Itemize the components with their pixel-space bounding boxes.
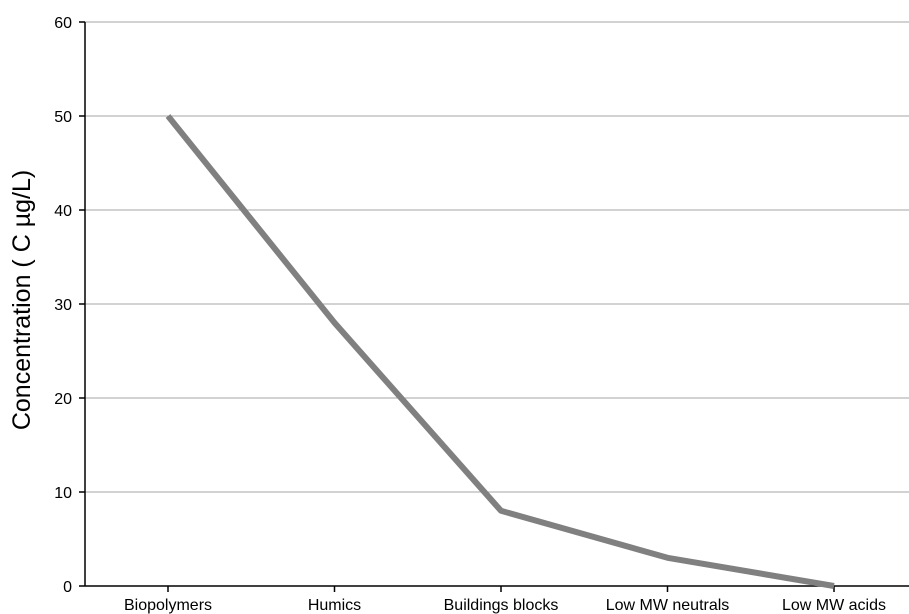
y-axis-title: Concentration ( C µg/L) [8, 170, 36, 430]
x-tick-label: Buildings blocks [444, 597, 559, 614]
y-tick-label: 40 [54, 203, 72, 220]
y-tick-label: 20 [54, 391, 72, 408]
gridlines [85, 21, 909, 493]
x-tick-label: Humics [308, 597, 361, 614]
series-line [165, 114, 835, 589]
x-tick-label: Biopolymers [124, 597, 212, 614]
series-layer [165, 114, 835, 589]
x-tick-label: Low MW neutrals [606, 597, 730, 614]
y-tick-label: 60 [54, 15, 72, 32]
y-tick-label: 0 [63, 579, 72, 596]
y-tick-label: 50 [54, 109, 72, 126]
y-tick-label: 30 [54, 297, 72, 314]
y-tick-label: 10 [54, 485, 72, 502]
y-tick-labels: 0 10 20 30 40 50 60 [54, 15, 85, 596]
x-tick-label: Low MW acids [782, 597, 886, 614]
x-tick-labels: Biopolymers Humics Buildings blocks Low MW … [124, 586, 886, 614]
